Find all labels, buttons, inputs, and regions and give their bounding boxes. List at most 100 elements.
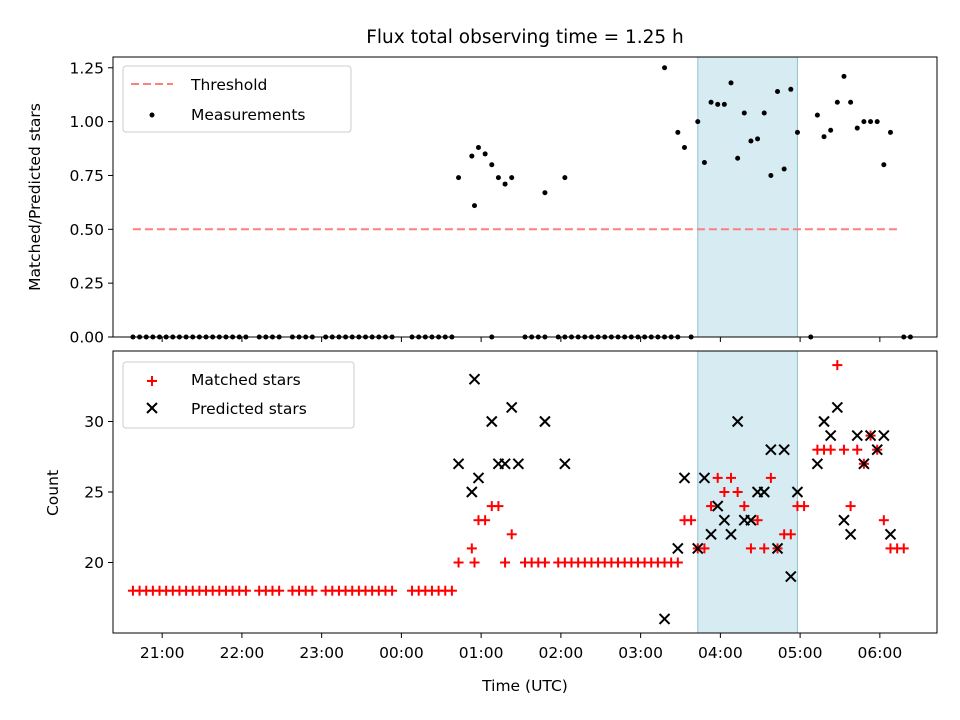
matched-star-point	[825, 444, 836, 455]
matched-star-point	[745, 543, 756, 554]
measurement-point	[794, 129, 800, 135]
measurement-point	[675, 129, 681, 135]
y-tick-label: 0.25	[69, 275, 104, 293]
predicted-star-point	[851, 429, 863, 442]
measurement-point	[728, 80, 734, 86]
measurement-point	[735, 155, 741, 161]
predicted-star-point	[678, 472, 691, 484]
bottom-y-axis-label: Count	[44, 470, 62, 516]
predicted-star-point	[725, 528, 737, 541]
measurement-point	[721, 101, 727, 107]
predicted-star-point	[718, 514, 731, 526]
matched-star-point	[539, 557, 550, 568]
y-tick-label: 1.00	[69, 113, 104, 131]
measurement-point	[821, 134, 827, 140]
predicted-star-point	[791, 486, 804, 498]
y-tick-label: 30	[84, 413, 104, 431]
predicted-star-point	[486, 415, 498, 428]
measurement-point	[471, 203, 477, 209]
matched-star-point	[672, 557, 683, 568]
measurement-point	[881, 162, 887, 168]
matched-star-point	[240, 585, 251, 596]
matched-star-point	[719, 487, 730, 497]
x-tick-label: 01:00	[459, 644, 504, 662]
measurement-point	[456, 175, 462, 181]
top-legend-box	[122, 65, 352, 133]
matched-star-point	[799, 501, 810, 512]
matched-star-point	[739, 501, 750, 512]
predicted-star-point	[559, 458, 571, 470]
measurement-point	[662, 65, 668, 71]
predicted-star-point	[705, 528, 717, 541]
y-tick-label: 0.50	[69, 221, 104, 239]
measurement-point	[828, 127, 834, 133]
predicted-star-point	[499, 458, 511, 470]
predicted-star-point	[712, 500, 724, 512]
bottom-panel: 20 25 30 21:00 22:00 23:00 00:00 01:00 02:00 03:…	[44, 350, 938, 695]
legend-measurements-swatch	[149, 112, 155, 118]
matched-star-point	[446, 585, 457, 596]
measurement-point	[887, 129, 893, 135]
bottom-x-ticks: 21:00 22:00 23:00 00:00 01:00 02:00 03:00 04:00…	[140, 633, 902, 662]
matched-star-point	[493, 501, 504, 512]
measurement-point	[868, 119, 874, 125]
predicted-star-point	[831, 401, 844, 414]
measurement-point	[874, 119, 880, 125]
top-y-axis-label: Matched/Predicted stars	[26, 103, 44, 291]
bottom-legend: Matched stars Predicted stars	[122, 361, 355, 429]
legend-measurements-label: Measurements	[191, 106, 306, 124]
predicted-star-point	[778, 443, 790, 456]
measurement-point	[681, 144, 687, 150]
predicted-star-point	[878, 429, 890, 442]
predicted-star-point	[472, 472, 485, 484]
predicted-star-point	[785, 570, 797, 583]
matched-star-point	[845, 501, 856, 512]
y-tick-label: 0.00	[69, 329, 104, 347]
y-tick-label: 25	[84, 484, 104, 502]
predicted-star-point	[466, 486, 478, 498]
matched-star-point	[852, 444, 863, 455]
matched-star-point	[453, 557, 464, 568]
chart-title: Flux total observing time = 1.25 h	[366, 27, 684, 48]
measurement-point	[482, 151, 488, 157]
top-panel: 0.00 0.25 0.50 0.75 1.00 1.25 Matched/Predict…	[26, 56, 938, 347]
matched-star-point	[752, 515, 763, 526]
measurement-point	[781, 166, 787, 172]
predicted-star-point	[871, 443, 883, 456]
measurement-point	[715, 101, 721, 107]
predicted-star-point	[765, 443, 777, 456]
predicted-star-point	[506, 401, 518, 414]
predicted-star-point	[864, 429, 877, 442]
matched-star-point	[307, 585, 318, 596]
predicted-star-point	[452, 458, 465, 470]
measurement-point	[755, 136, 761, 142]
matched-star-point	[765, 472, 776, 483]
legend-threshold-label: Threshold	[190, 76, 267, 94]
matched-star-point	[712, 472, 723, 483]
legend-predicted-label: Predicted stars	[191, 400, 307, 418]
matched-star-point	[387, 585, 398, 596]
measurement-point	[562, 175, 568, 181]
matched-star-point	[898, 543, 909, 554]
predicted-star-point	[692, 542, 704, 555]
predicted-star-point	[811, 458, 824, 470]
predicted-star-point	[844, 528, 857, 541]
highlight-span-bottom	[697, 350, 798, 634]
measurement-point	[495, 175, 501, 181]
matched-star-point	[838, 444, 849, 455]
matched-star-point	[732, 487, 743, 497]
predicted-star-point	[658, 613, 671, 625]
x-tick-label: 05:00	[778, 644, 823, 662]
measurement-point	[475, 144, 481, 150]
measurement-point	[761, 110, 767, 116]
matched-star-point	[699, 543, 710, 554]
predicted-star-point	[884, 528, 897, 541]
measurement-point	[701, 160, 707, 166]
measurement-point	[542, 190, 548, 196]
predicted-star-point	[539, 415, 551, 428]
measurement-point	[708, 99, 714, 105]
bottom-y-ticks: 20 25 30	[84, 413, 113, 572]
matched-star-point	[686, 515, 697, 526]
predicted-star-point	[672, 542, 684, 555]
